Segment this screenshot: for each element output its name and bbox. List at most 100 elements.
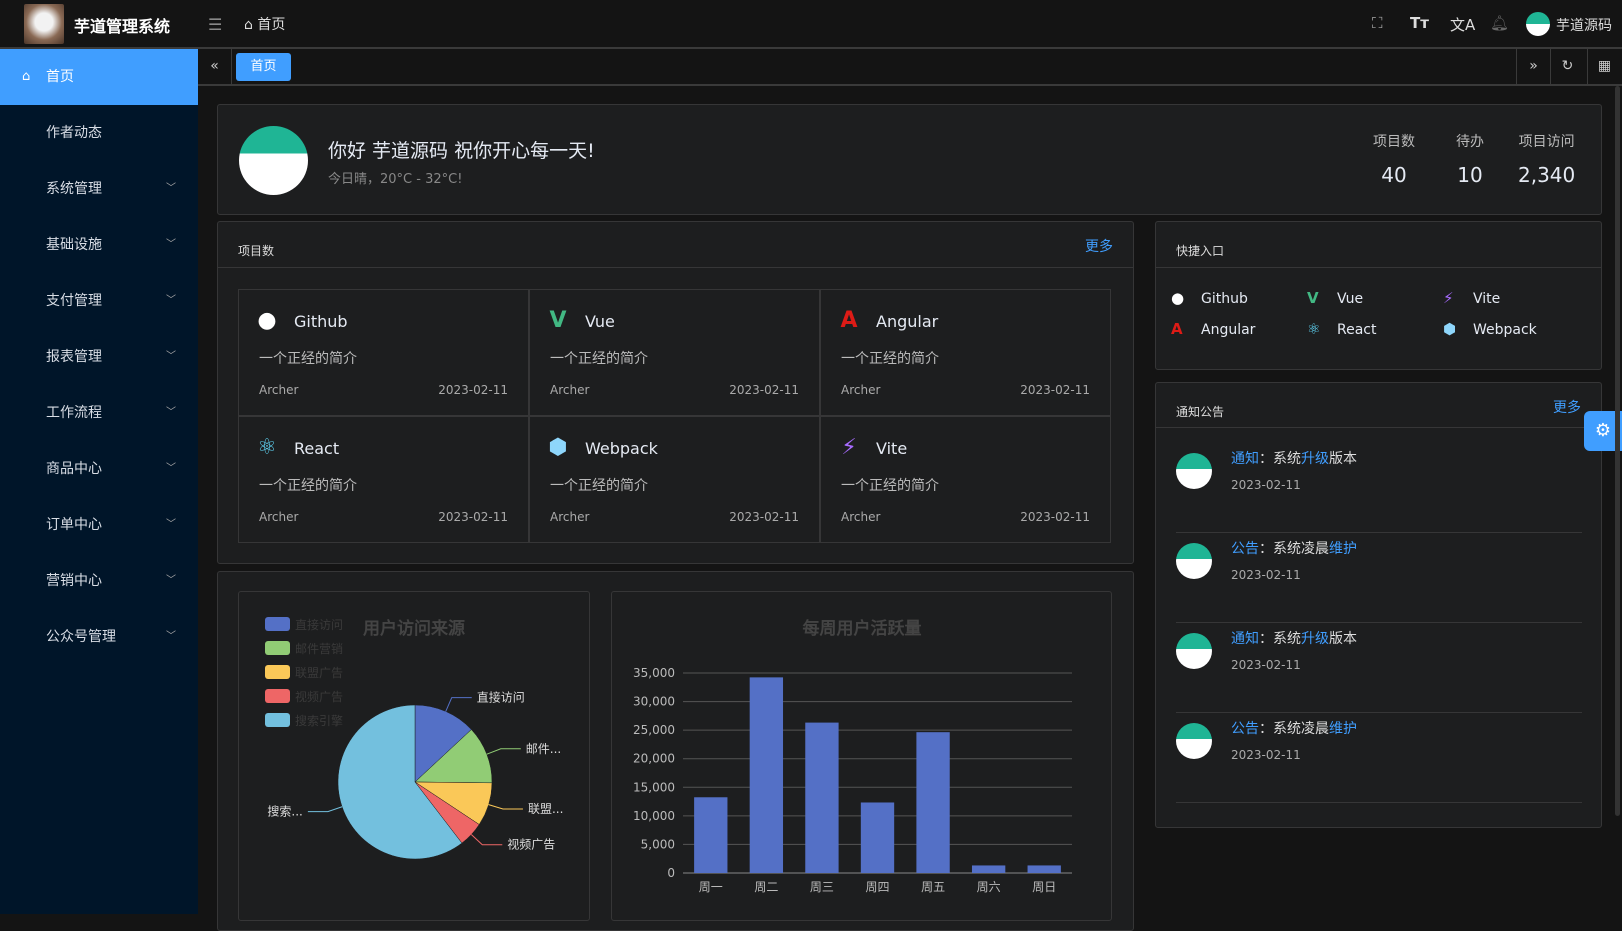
sidebar-item[interactable]: 报表管理 ﹀ — [0, 329, 198, 385]
quick-entry-item[interactable]: ⚡ Vite — [1443, 289, 1501, 307]
user-avatar-large — [239, 126, 308, 195]
legend-label[interactable]: 搜索引擎 — [295, 713, 343, 728]
refresh-icon[interactable]: ↻ — [1550, 49, 1584, 84]
sidebar-item-label: 公众号管理 — [46, 629, 116, 645]
bar[interactable] — [1027, 865, 1061, 873]
bell-icon[interactable]: 🔔︎ — [1490, 14, 1510, 32]
tab-home[interactable]: 首页 — [236, 53, 291, 81]
project-author: Archer — [550, 510, 590, 524]
quick-entry-card: 快捷入口 ● Github V Vue ⚡ Vite A Angular ⚛ React ⬢ Webp… — [1155, 221, 1602, 370]
chevron-down-icon: ﹀ — [166, 631, 176, 642]
bar-title: 每周用户活跃量 — [803, 618, 922, 639]
sidebar-item[interactable]: ⌂ 首页 — [0, 49, 198, 105]
project-item[interactable]: ● Github 一个正经的简介 Archer 2023-02-11 — [238, 289, 529, 416]
notice-item[interactable]: 公告：系统凌晨维护 2023-02-11 — [1176, 713, 1582, 803]
chevron-down-icon: ﹀ — [166, 351, 176, 362]
notice-avatar — [1176, 723, 1212, 759]
quick-entry-item[interactable]: V Vue — [1307, 289, 1364, 307]
scrollbar[interactable] — [1615, 86, 1620, 816]
notice-text[interactable]: 通知：系统升级版本 — [1231, 451, 1357, 467]
quick-entry-item[interactable]: ⬢ Webpack — [1443, 320, 1537, 338]
chevron-down-icon: ﹀ — [166, 463, 176, 474]
scroll-right-icon[interactable]: » — [1516, 49, 1550, 84]
projects-more-link[interactable]: 更多 — [1085, 239, 1113, 255]
legend-swatch[interactable] — [265, 713, 290, 727]
breadcrumb[interactable]: ⌂ 首页 — [244, 14, 285, 34]
bar[interactable] — [694, 797, 728, 873]
translate-icon[interactable]: 文A — [1450, 16, 1476, 34]
sidebar-item[interactable]: 公众号管理 ﹀ — [0, 609, 198, 665]
bar[interactable] — [860, 802, 895, 873]
angular-icon: A — [840, 308, 858, 333]
pie-slice[interactable] — [414, 704, 472, 783]
vue-icon: V — [549, 308, 567, 333]
projects-card: 项目数 更多 ● Github 一个正经的简介 Archer 2023-02-11 V Vue… — [217, 221, 1134, 564]
webpack-icon: ⬢ — [1443, 320, 1457, 338]
fullscreen-icon[interactable]: ⛶ — [1372, 14, 1383, 32]
sidebar-item[interactable]: 营销中心 ﹀ — [0, 553, 198, 609]
sidebar-item[interactable]: 订单中心 ﹀ — [0, 497, 198, 553]
notice-text[interactable]: 公告：系统凌晨维护 — [1231, 721, 1357, 737]
bar[interactable] — [971, 865, 1006, 873]
notice-text[interactable]: 通知：系统升级版本 — [1231, 631, 1357, 647]
sidebar-item-label: 营销中心 — [46, 573, 102, 589]
legend-label[interactable]: 直接访问 — [295, 617, 343, 632]
legend-label[interactable]: 视频广告 — [295, 689, 343, 704]
bar[interactable] — [749, 677, 784, 873]
sidebar-item[interactable]: 支付管理 ﹀ — [0, 273, 198, 329]
collapse-menu-icon[interactable]: ☰ — [208, 15, 223, 34]
username[interactable]: 芋道源码 — [1556, 18, 1612, 34]
sidebar-item[interactable]: 作者动态 — [0, 105, 198, 161]
legend-label[interactable]: 联盟广告 — [295, 666, 343, 680]
legend-swatch[interactable] — [265, 665, 290, 679]
chevron-down-icon: ﹀ — [166, 407, 176, 418]
legend-swatch[interactable] — [265, 689, 290, 703]
notice-text[interactable]: 公告：系统凌晨维护 — [1231, 541, 1357, 557]
project-item[interactable]: V Vue 一个正经的简介 Archer 2023-02-11 — [529, 289, 820, 416]
y-tick-label: 35,000 — [633, 666, 675, 680]
grid-menu-icon[interactable]: ▦ — [1587, 49, 1621, 84]
pie-slice[interactable] — [414, 729, 493, 784]
y-tick-label: 20,000 — [633, 752, 675, 766]
legend-label[interactable]: 邮件营销 — [295, 642, 343, 656]
x-tick-label: 周五 — [921, 880, 945, 894]
sidebar-item-label: 商品中心 — [46, 461, 102, 477]
sidebar-item[interactable]: 商品中心 ﹀ — [0, 441, 198, 497]
font-size-icon[interactable]: Tт — [1410, 14, 1429, 32]
breadcrumb-home[interactable]: 首页 — [257, 17, 286, 33]
sidebar-item[interactable]: 工作流程 ﹀ — [0, 385, 198, 441]
sidebar-item[interactable]: 系统管理 ﹀ — [0, 161, 198, 217]
project-name: Github — [294, 312, 348, 331]
stat-todo: 待办 10 — [1456, 134, 1484, 187]
project-item[interactable]: ⚛ React 一个正经的简介 Archer 2023-02-11 — [238, 416, 529, 543]
notice-more-link[interactable]: 更多 — [1553, 400, 1581, 416]
bar[interactable] — [916, 732, 950, 873]
project-desc: 一个正经的简介 — [550, 351, 648, 367]
greeting: 你好 芋道源码 祝你开心每一天! — [328, 140, 595, 162]
notice-date: 2023-02-11 — [1231, 658, 1301, 672]
bar-chart-card: 每周用户活跃量 0 5,000 10,000 15,000 20,000 25,000 30,… — [611, 591, 1112, 921]
legend-swatch[interactable] — [265, 641, 290, 655]
quick-entry-item[interactable]: ● Github — [1171, 289, 1248, 307]
legend-swatch[interactable] — [265, 617, 290, 631]
bar[interactable] — [805, 722, 839, 873]
scroll-left-icon[interactable]: « — [198, 49, 232, 84]
notice-item[interactable]: 通知：系统升级版本 2023-02-11 — [1176, 443, 1582, 533]
sidebar-item[interactable]: 基础设施 ﹀ — [0, 217, 198, 273]
y-tick-label: 10,000 — [633, 809, 675, 823]
notice-item[interactable]: 通知：系统升级版本 2023-02-11 — [1176, 623, 1582, 713]
notice-date: 2023-02-11 — [1231, 568, 1301, 582]
tab-bar: « 首页 » ↻ ▦ — [198, 49, 1622, 86]
user-avatar[interactable] — [1526, 12, 1550, 36]
quick-entry-item[interactable]: ⚛ React — [1307, 320, 1377, 338]
y-tick-label: 30,000 — [633, 695, 675, 709]
project-date: 2023-02-11 — [729, 510, 799, 524]
project-item[interactable]: ⬢ Webpack 一个正经的简介 Archer 2023-02-11 — [529, 416, 820, 543]
project-item[interactable]: A Angular 一个正经的简介 Archer 2023-02-11 — [820, 289, 1111, 416]
y-tick-label: 0 — [667, 866, 675, 880]
quick-entry-item[interactable]: A Angular — [1171, 320, 1256, 338]
project-item[interactable]: ⚡ Vite 一个正经的简介 Archer 2023-02-11 — [820, 416, 1111, 543]
bar-chart: 每周用户活跃量 0 5,000 10,000 15,000 20,000 25,000 30,… — [633, 618, 1072, 894]
notice-item[interactable]: 公告：系统凌晨维护 2023-02-11 — [1176, 533, 1582, 623]
x-tick-label: 周六 — [977, 880, 1001, 894]
